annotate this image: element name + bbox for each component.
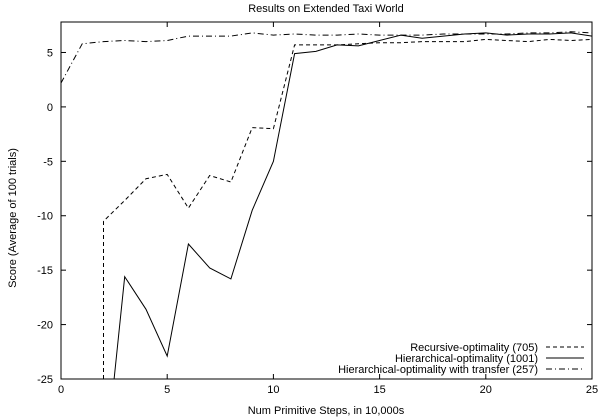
- series-lines: [60, 31, 593, 380]
- axis-ticks: 0 5 10 15 20 25 -25 -20 -15 -10 -5 0 5: [37, 22, 598, 396]
- series-line-1: [103, 38, 593, 379]
- y-tick-label: 5: [47, 47, 53, 59]
- legend: Recursive-optimality (705)Hierarchical-o…: [338, 342, 584, 376]
- x-tick-label: 20: [480, 384, 492, 396]
- plot-frame: [60, 21, 593, 380]
- x-tick-label: 10: [267, 384, 279, 396]
- x-axis-label: Num Primitive Steps, in 10,000s: [248, 405, 405, 417]
- x-tick-label: 5: [164, 384, 170, 396]
- legend-label: Recursive-optimality (705): [410, 342, 538, 354]
- legend-label: Hierarchical-optimality with transfer (2…: [338, 364, 538, 376]
- y-tick-label: -15: [37, 265, 53, 277]
- x-tick-label: 15: [373, 384, 385, 396]
- y-tick-label: -10: [37, 211, 53, 223]
- y-axis-label-group: Score (Average of 100 trials): [7, 148, 19, 288]
- x-tick-label: 25: [586, 384, 598, 396]
- series-line-2: [113, 32, 593, 380]
- x-tick-label: 0: [58, 384, 64, 396]
- y-axis-label: Score (Average of 100 trials): [7, 148, 19, 288]
- y-tick-label: -5: [43, 156, 53, 168]
- y-tick-label: -20: [37, 320, 53, 332]
- series-line-3: [60, 31, 593, 84]
- chart-title: Results on Extended Taxi World: [248, 3, 404, 15]
- y-tick-label: -25: [37, 374, 53, 386]
- y-tick-label: 0: [47, 102, 53, 114]
- legend-label: Hierarchical-optimality (1001): [395, 353, 538, 365]
